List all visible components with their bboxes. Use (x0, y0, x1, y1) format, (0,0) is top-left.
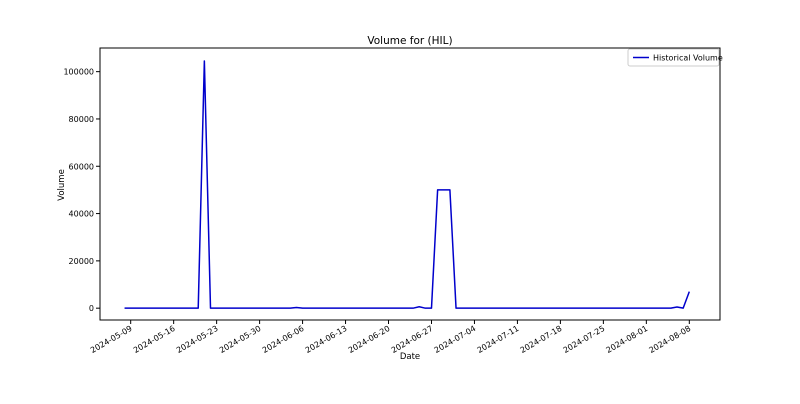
y-axis-label: Volume (57, 169, 67, 201)
y-tick-label: 40000 (69, 210, 94, 219)
y-tick-label: 100000 (63, 68, 94, 77)
legend: Historical Volume (628, 49, 723, 66)
x-axis-label: Date (400, 352, 420, 362)
y-tick-label: 0 (89, 304, 94, 313)
y-tick-label: 20000 (69, 257, 94, 266)
y-tick-label: 60000 (69, 162, 94, 171)
y-tick-label: 80000 (69, 115, 94, 124)
legend-label-historical-volume: Historical Volume (653, 54, 723, 63)
chart-title: Volume for (HIL) (367, 35, 452, 47)
